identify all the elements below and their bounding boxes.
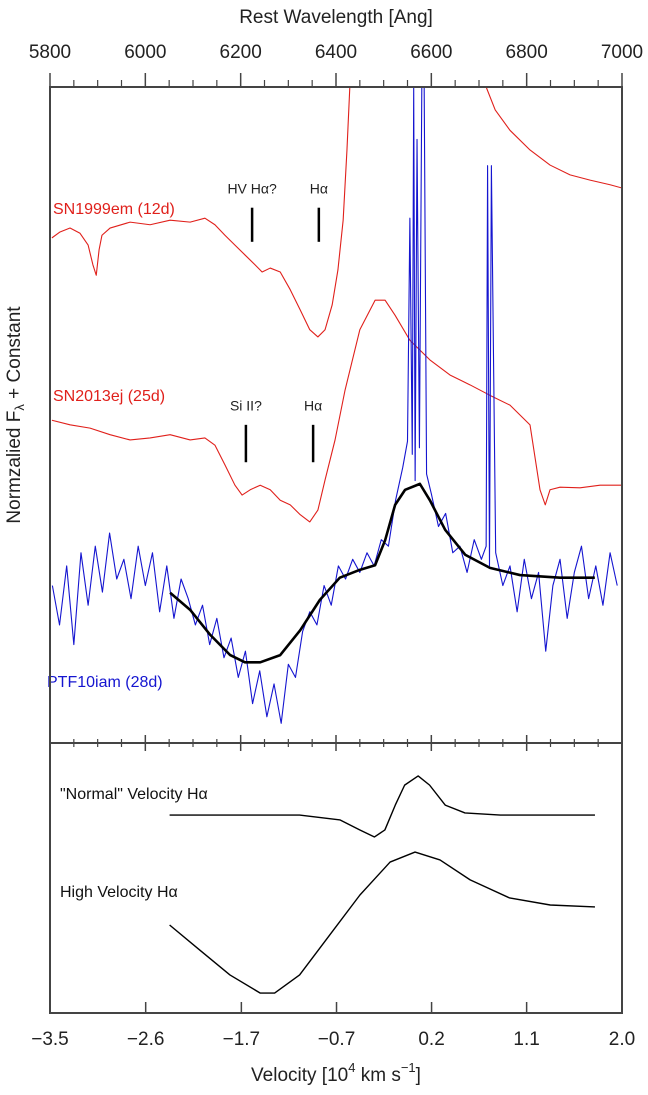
series-line: [51, 299, 622, 523]
x-tick-label: 6400: [315, 42, 357, 63]
series-label: PTF10iam (28d): [47, 674, 163, 691]
x-tick-label: −2.6: [127, 1029, 165, 1050]
annotation: Si II?: [230, 398, 262, 414]
x-label-sup: 4: [348, 1060, 355, 1075]
x-label-sup: −1: [401, 1060, 416, 1075]
y-label-part: + Constant: [4, 306, 25, 404]
x-tick-label: 0.2: [418, 1029, 444, 1050]
x-tick-label: 6800: [506, 42, 548, 63]
series-line: [51, 87, 622, 338]
x-tick-label: 5800: [29, 42, 71, 63]
x-tick-label: −1.7: [223, 1029, 261, 1050]
annotation: HV Hα?: [227, 180, 277, 196]
annotation: Hα: [310, 180, 328, 196]
series-line: [169, 775, 595, 838]
x-tick-label: −0.7: [318, 1029, 356, 1050]
y-label-sub: λ: [12, 404, 27, 411]
series-line: [169, 482, 595, 664]
y-label-part: Normzalied F: [4, 411, 25, 524]
x-tick-label: 2.0: [609, 1029, 635, 1050]
series-label: High Velocity Hα: [60, 884, 178, 901]
series-label: SN2013ej (25d): [53, 388, 165, 405]
annotation: Hα: [304, 398, 322, 414]
x-tick-label: 1.1: [513, 1029, 539, 1050]
series-label: SN1999em (12d): [53, 201, 175, 218]
x-axis-label: Velocity [104 km s−1]: [251, 1060, 421, 1086]
x-tick-label: 7000: [601, 42, 643, 63]
x-tick-label: 6600: [410, 42, 452, 63]
series-line: [169, 851, 595, 994]
x-tick-label: −3.5: [31, 1029, 69, 1050]
plot-area: [169, 775, 595, 994]
x-tick-label: 6000: [124, 42, 166, 63]
plot-area: [51, 87, 622, 724]
frame: [49, 86, 623, 1014]
top-axis-label: Rest Wavelength [Ang]: [239, 7, 433, 28]
y-axis-label: Normzalied Fλ + Constant: [4, 306, 27, 524]
x-label-part: ]: [416, 1065, 421, 1086]
x-label-part: km s: [355, 1065, 400, 1086]
x-label-part: Velocity [10: [251, 1065, 348, 1086]
series-label: "Normal" Velocity Hα: [60, 786, 208, 803]
x-tick-label: 6200: [220, 42, 262, 63]
